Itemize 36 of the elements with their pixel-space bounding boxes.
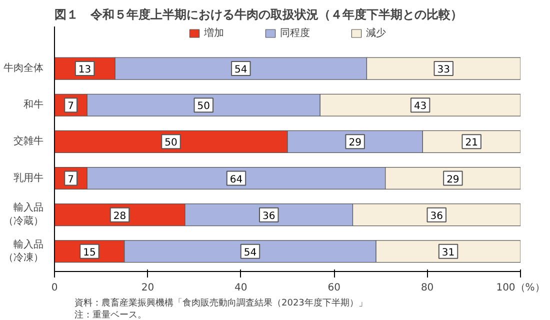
- text: 注：重量ベース。: [74, 310, 146, 320]
- data-label: 31: [442, 247, 455, 258]
- legend-label: 減少: [366, 26, 386, 40]
- data-label: 50: [164, 138, 178, 149]
- data-label: 7: [68, 101, 74, 112]
- data-label: 15: [83, 247, 96, 258]
- data-label: 21: [465, 138, 478, 149]
- legend-label: 同程度: [280, 26, 310, 40]
- x-tick-label: 100（%）: [496, 282, 545, 294]
- x-tick-label: 40: [234, 282, 248, 294]
- text: 資料：農畜産業振興機構「食肉販売動向調査結果（2023年度下半期）」: [74, 298, 368, 308]
- y-tick-label: 輸入品（冷蔵）: [4, 202, 44, 227]
- data-label: 36: [430, 210, 443, 222]
- data-label: 28: [113, 210, 126, 222]
- data-label: 54: [234, 64, 248, 76]
- data-label: 29: [348, 138, 362, 149]
- legend-label: 増加: [204, 26, 224, 40]
- y-tick-label: 乳用牛: [14, 172, 44, 184]
- data-label: 33: [437, 64, 450, 76]
- x-tick-label: 60: [328, 282, 340, 294]
- y-tick-label: 和牛: [24, 98, 44, 111]
- x-tick-label: 0: [51, 282, 58, 294]
- y-tick-label: 牛肉全体: [4, 62, 44, 74]
- data-label: 29: [446, 174, 460, 186]
- x-tick-label: 80: [420, 282, 434, 294]
- x-tick-label: 20: [141, 282, 154, 294]
- y-tick-label: 輸入品（冷凍）: [4, 238, 44, 264]
- data-label: 36: [262, 210, 276, 222]
- data-label: 64: [230, 174, 243, 186]
- data-label: 54: [244, 247, 257, 258]
- data-label: 7: [68, 174, 74, 186]
- chart-title: 図１ 令和５年度上半期における牛肉の取扱状況（４年度下半期との比較）: [54, 8, 462, 22]
- y-tick-label: 交雑牛: [14, 135, 44, 148]
- data-label: 13: [78, 64, 92, 76]
- data-label: 50: [197, 101, 210, 112]
- data-label: 43: [414, 101, 427, 112]
